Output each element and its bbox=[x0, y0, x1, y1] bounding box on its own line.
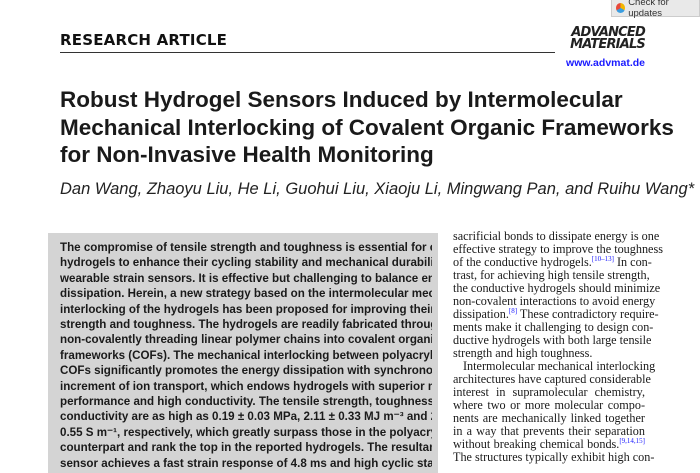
body-line: architectures have captured considerable bbox=[453, 373, 651, 386]
body-line: The structures typically exhibit high co… bbox=[453, 451, 654, 464]
body-line: trast, for achieving high tensile streng… bbox=[453, 269, 650, 282]
body-text: strength and high toughness. bbox=[453, 346, 593, 360]
abstract-line: COFs significantly promotes the energy d… bbox=[60, 364, 432, 378]
body-line: nents are mechanically linked together bbox=[453, 412, 645, 425]
body-text: non-covalent interactions to avoid energ… bbox=[453, 294, 656, 308]
body-text: These contradictory require- bbox=[517, 307, 659, 321]
abstract-line: strength and toughness. The hydrogels ar… bbox=[60, 318, 432, 332]
check-for-updates-button[interactable]: Check for updates bbox=[611, 0, 700, 19]
body-text: dissipation. bbox=[453, 307, 509, 321]
abstract-line: The compromise of tensile strength and t… bbox=[60, 241, 432, 254]
body-text: architectures have captured considerable bbox=[453, 372, 651, 386]
abstract-line: wearable strain sensors. It is effective… bbox=[60, 271, 432, 285]
journal-url-link[interactable]: www.advmat.de bbox=[566, 57, 645, 69]
title-line: Mechanical Interlocking of Covalent Orga… bbox=[60, 114, 674, 140]
body-text: ductive hydrogels with both large tensil… bbox=[453, 333, 652, 347]
body-line: without breaking chemical bonds.[9,14,15… bbox=[453, 436, 645, 451]
body-text: ments make it challenging to design con- bbox=[453, 320, 654, 334]
abstract-line: sensor achieves a fast strain response o… bbox=[60, 456, 432, 470]
citation-link[interactable]: [10–13] bbox=[591, 254, 614, 263]
body-text: where two or more molecular compo- bbox=[453, 398, 645, 412]
journal-logo: ADVANCED MATERIALS bbox=[570, 25, 646, 52]
body-text: trast, for achieving high tensile streng… bbox=[453, 268, 650, 282]
title-line: Robust Hydrogel Sensors Induced by Inter… bbox=[60, 87, 623, 112]
body-line: the conductive hydrogels should minimize bbox=[453, 282, 660, 295]
abstract-line: increment of ion transport, which endows… bbox=[60, 379, 432, 393]
body-line: dissipation.[8] These contradictory requ… bbox=[453, 306, 659, 321]
title-line: for Non-Invasive Health Monitoring bbox=[60, 142, 434, 167]
body-line: of the conductive hydrogels.[10–13] In c… bbox=[453, 254, 652, 269]
body-line: ments make it challenging to design con- bbox=[453, 321, 653, 334]
body-text: without breaking chemical bonds. bbox=[453, 437, 620, 451]
body-line: sacrificial bonds to dissipate energy is… bbox=[453, 230, 659, 243]
abstract-line: conductivity are as high as 0.19 ± 0.03 … bbox=[60, 410, 432, 424]
abstract-line: interlocking of the hydrogels has been p… bbox=[60, 302, 432, 316]
abstract-line: non-covalently threading linear polymer … bbox=[60, 333, 432, 347]
body-line: non-covalent interactions to avoid energ… bbox=[453, 295, 655, 308]
body-line: effective strategy to improve the toughn… bbox=[453, 243, 663, 256]
body-text: effective strategy to improve the toughn… bbox=[453, 242, 663, 256]
article-title: Robust Hydrogel Sensors Induced by Inter… bbox=[60, 86, 674, 169]
body-line: where two or more molecular compo- bbox=[453, 399, 645, 412]
author-list: Dan Wang, Zhaoyu Liu, He Li, Guohui Liu,… bbox=[60, 180, 695, 198]
crossmark-icon bbox=[616, 3, 626, 13]
abstract-box bbox=[48, 233, 438, 473]
body-text: interest in supramolecular chemistry, bbox=[453, 385, 645, 399]
body-text: The structures typically exhibit high co… bbox=[453, 450, 655, 464]
citation-link[interactable]: [8] bbox=[508, 306, 518, 315]
body-text: in a way that prevents their separation bbox=[453, 424, 645, 438]
body-line: interest in supramolecular chemistry, bbox=[453, 386, 645, 399]
abstract-line: dissipation. Herein, a new strategy base… bbox=[60, 287, 432, 301]
abstract-line: counterpart and rank the top in the repo… bbox=[60, 441, 432, 455]
header-divider bbox=[60, 52, 555, 53]
body-line: Intermolecular mechanical interlocking bbox=[453, 360, 655, 373]
body-text: Intermolecular mechanical interlocking bbox=[463, 359, 656, 373]
abstract-line: 0.55 S m⁻¹, respectively, which greatly … bbox=[60, 425, 432, 439]
abstract-text: The compromise of tensile strength and t… bbox=[60, 240, 432, 471]
body-text: nents are mechanically linked together bbox=[453, 411, 645, 425]
body-text: the conductive hydrogels should minimize bbox=[453, 281, 661, 295]
body-column: sacrificial bonds to dissipate energy is… bbox=[453, 230, 663, 464]
section-label: RESEARCH ARTICLE bbox=[60, 31, 228, 49]
abstract-line: performance and high conductivity. The t… bbox=[60, 395, 432, 409]
abstract-line: frameworks (COFs). The mechanical interl… bbox=[60, 348, 432, 362]
body-text: In con- bbox=[613, 255, 652, 269]
body-line: strength and high toughness. bbox=[453, 347, 645, 360]
body-line: in a way that prevents their separation bbox=[453, 425, 645, 438]
body-text: of the conductive hydrogels. bbox=[453, 255, 592, 269]
citation-link[interactable]: [9,14,15] bbox=[619, 436, 645, 445]
abstract-line: hydrogels to enhance their cycling stabi… bbox=[60, 256, 432, 270]
body-line: ductive hydrogels with both large tensil… bbox=[453, 334, 651, 347]
body-text: sacrificial bonds to dissipate energy is… bbox=[453, 229, 660, 243]
